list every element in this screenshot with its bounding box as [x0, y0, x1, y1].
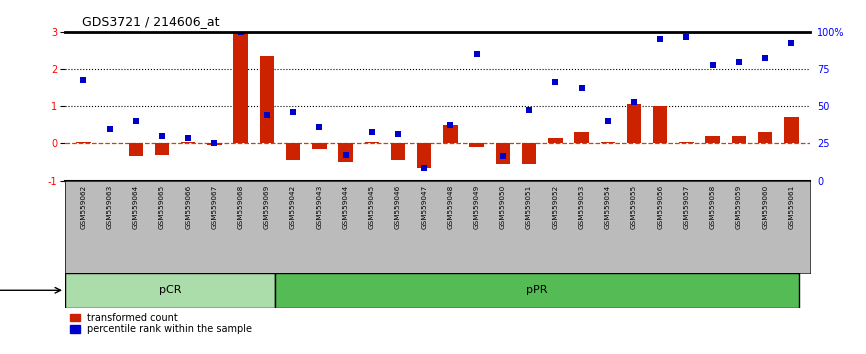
Bar: [365, 142, 379, 143]
Bar: [784, 118, 798, 143]
Bar: [155, 143, 169, 154]
Bar: [706, 136, 720, 143]
Text: GSM559055: GSM559055: [631, 185, 637, 229]
Text: GSM559059: GSM559059: [736, 185, 742, 229]
Text: GSM559046: GSM559046: [395, 185, 401, 229]
Text: GSM559049: GSM559049: [474, 185, 480, 229]
Bar: [548, 138, 563, 143]
Bar: [653, 106, 668, 143]
Text: GSM559060: GSM559060: [762, 185, 768, 229]
Text: GSM559067: GSM559067: [211, 185, 217, 229]
Bar: [391, 143, 405, 160]
Text: GSM559063: GSM559063: [107, 185, 113, 229]
Bar: [574, 132, 589, 143]
Bar: [207, 143, 222, 145]
Bar: [417, 143, 431, 167]
Text: GSM559042: GSM559042: [290, 185, 296, 229]
Text: GSM559051: GSM559051: [527, 185, 532, 229]
Bar: [234, 32, 248, 143]
Bar: [181, 142, 196, 143]
Text: GSM559048: GSM559048: [448, 185, 454, 229]
Bar: [76, 142, 91, 143]
Text: GSM559045: GSM559045: [369, 185, 375, 229]
Text: GSM559047: GSM559047: [421, 185, 427, 229]
Bar: [601, 142, 615, 143]
Bar: [495, 143, 510, 164]
Text: GSM559064: GSM559064: [132, 185, 139, 229]
Text: GSM559057: GSM559057: [683, 185, 689, 229]
Text: pCR: pCR: [158, 285, 181, 295]
Text: GSM559052: GSM559052: [553, 185, 559, 229]
Bar: [128, 143, 143, 156]
Bar: [312, 143, 326, 149]
Text: GSM559058: GSM559058: [709, 185, 715, 229]
Bar: [65, 273, 275, 308]
Text: GSM559065: GSM559065: [159, 185, 165, 229]
Text: GSM559056: GSM559056: [657, 185, 663, 229]
Bar: [522, 143, 536, 164]
Text: GSM559043: GSM559043: [316, 185, 322, 229]
Bar: [679, 142, 694, 143]
Text: GSM559061: GSM559061: [788, 185, 794, 229]
Bar: [627, 104, 641, 143]
Bar: [758, 132, 772, 143]
Text: GSM559044: GSM559044: [343, 185, 348, 229]
Text: GSM559069: GSM559069: [264, 185, 270, 229]
Legend: transformed count, percentile rank within the sample: transformed count, percentile rank withi…: [70, 313, 252, 334]
Bar: [260, 56, 274, 143]
Bar: [275, 273, 799, 308]
Text: GSM559054: GSM559054: [604, 185, 611, 229]
Bar: [286, 143, 301, 160]
Text: GSM559053: GSM559053: [578, 185, 585, 229]
Text: GSM559068: GSM559068: [237, 185, 243, 229]
Text: GSM559062: GSM559062: [81, 185, 87, 229]
Text: GSM559066: GSM559066: [185, 185, 191, 229]
Bar: [732, 136, 746, 143]
Text: GDS3721 / 214606_at: GDS3721 / 214606_at: [82, 15, 220, 28]
Bar: [339, 143, 352, 162]
Bar: [443, 125, 457, 143]
Text: GSM559050: GSM559050: [500, 185, 506, 229]
Text: pPR: pPR: [527, 285, 547, 295]
Bar: [469, 143, 484, 147]
